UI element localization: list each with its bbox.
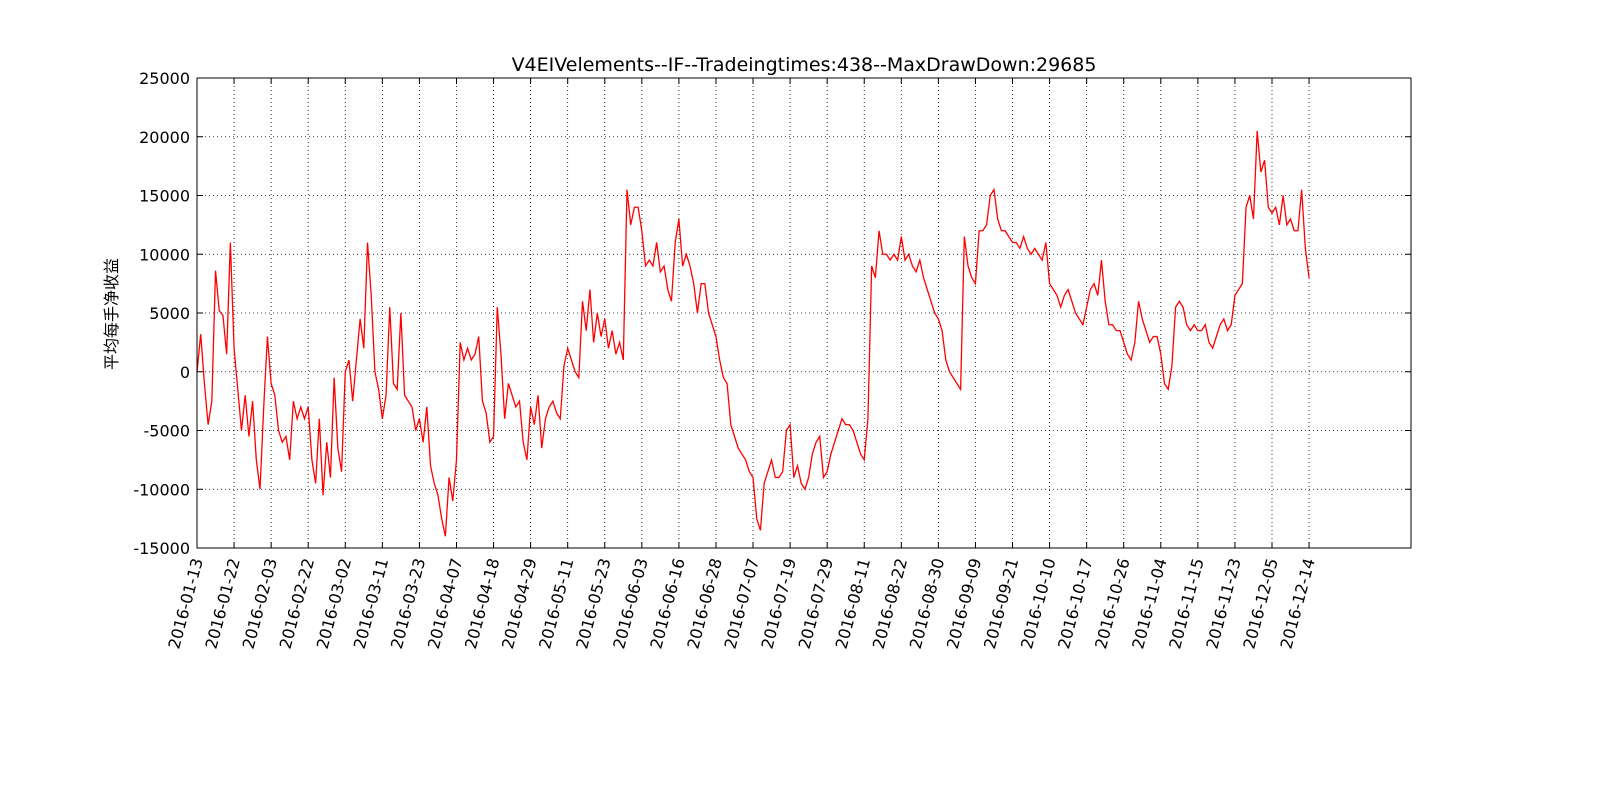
y-tick-label: -5000 bbox=[144, 422, 191, 441]
chart-title: V4EIVelements--IF--Tradeingtimes:438--Ma… bbox=[512, 54, 1097, 76]
y-tick-label: 15000 bbox=[139, 187, 190, 206]
y-tick-label: 5000 bbox=[149, 304, 190, 323]
y-tick-label: 0 bbox=[180, 363, 190, 382]
y-tick-label: -15000 bbox=[133, 539, 190, 558]
data-line bbox=[196, 130, 1310, 537]
plot-frame bbox=[196, 77, 1412, 549]
y-tick-label: 10000 bbox=[139, 245, 190, 264]
y-axis-label: 平均每手净收益 bbox=[102, 258, 121, 370]
y-tick-label: 25000 bbox=[139, 69, 190, 88]
y-tick-label: 20000 bbox=[139, 128, 190, 147]
y-tick-label: -10000 bbox=[133, 480, 190, 499]
